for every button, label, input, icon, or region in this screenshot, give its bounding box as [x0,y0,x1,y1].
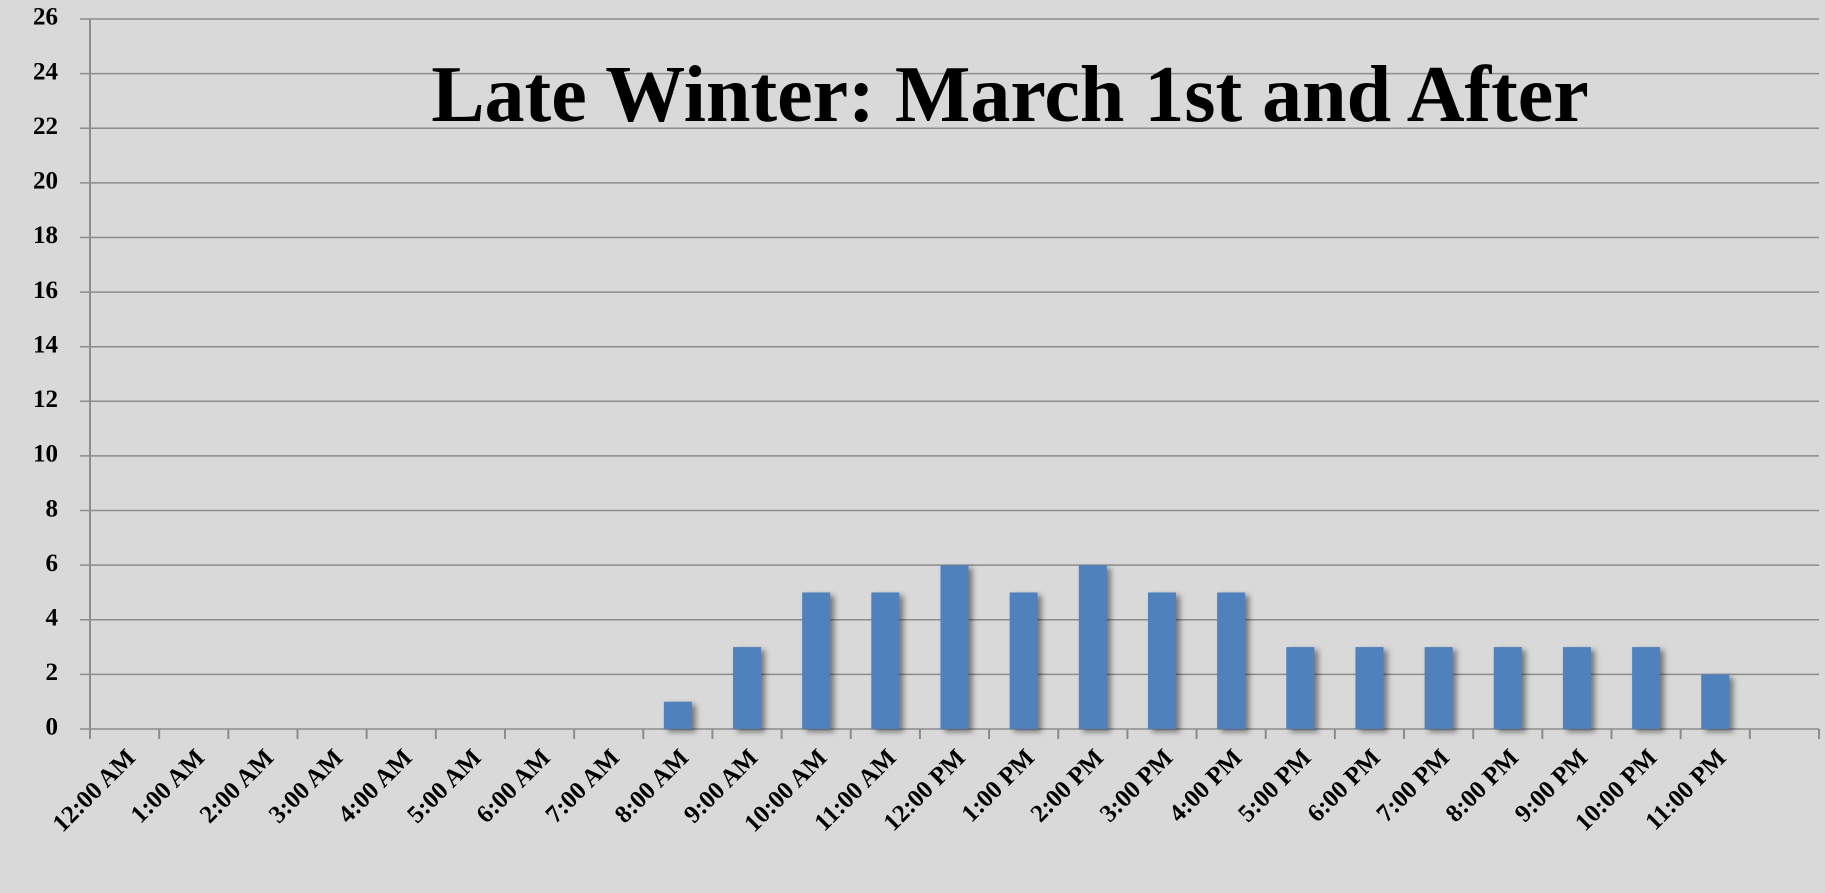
y-tick-label: 6 [46,550,59,577]
y-tick-label: 20 [33,168,58,195]
y-tick-label: 12 [33,386,58,413]
y-tick-label: 2 [46,659,59,686]
y-tick-label: 18 [33,222,58,249]
bar [871,592,900,729]
y-tick-label: 26 [33,4,58,31]
bar [1078,565,1107,729]
bar [1286,647,1315,729]
y-tick-label: 0 [46,714,59,741]
bar [1009,592,1038,729]
y-tick-label: 24 [33,58,59,85]
bar [1701,674,1730,729]
y-tick-label: 8 [46,495,59,522]
bar [1147,592,1176,729]
y-tick-label: 14 [33,331,59,358]
bar [940,565,969,729]
bar [1493,647,1522,729]
bar [1217,592,1246,729]
bar [1424,647,1453,729]
bar [1355,647,1384,729]
bar [1562,647,1591,729]
y-tick-label: 4 [46,605,59,632]
y-tick-label: 22 [33,113,58,140]
y-tick-label: 10 [33,441,58,468]
y-tick-label: 16 [33,277,58,304]
bar [802,592,831,729]
bar [663,701,692,729]
chart-title: Late Winter: March 1st and After [431,51,1589,139]
bar [1632,647,1661,729]
bar [733,647,762,729]
